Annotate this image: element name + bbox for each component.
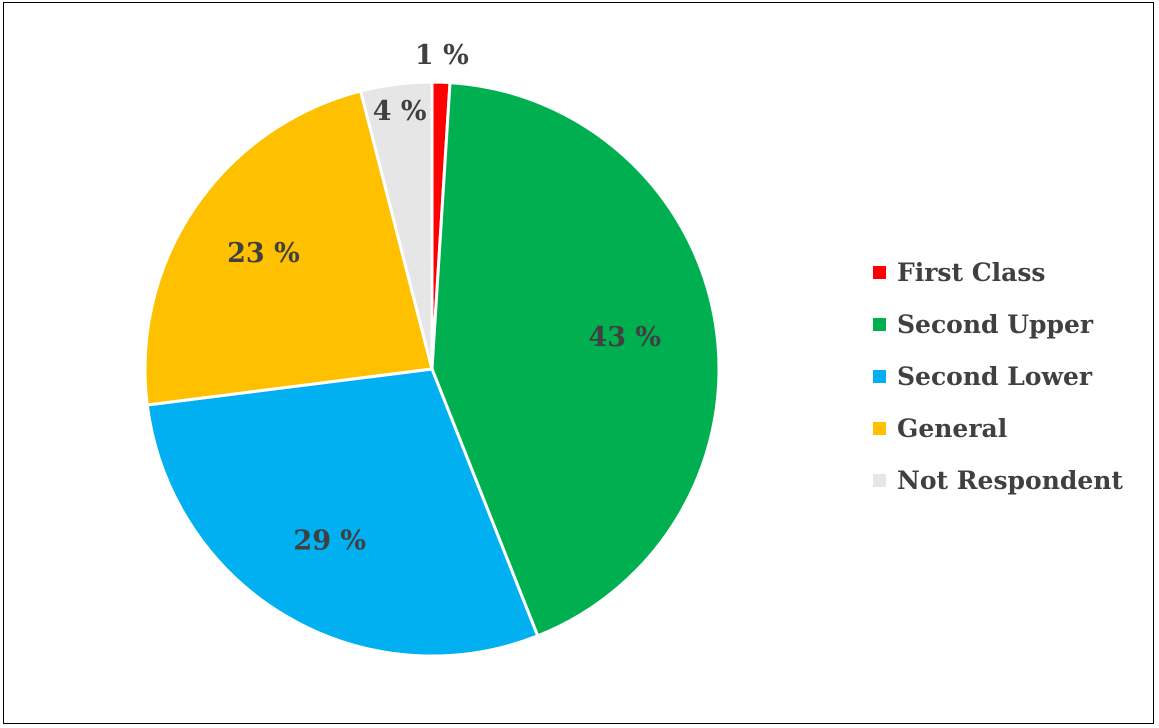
pie-slice-general [143,89,434,407]
data-label-general: 23 % [227,238,300,269]
pie-slice-second-upper [430,81,721,638]
pie-slices [143,80,721,658]
legend-item-general: General [873,402,1123,454]
data-label-not-respondent: 4 % [373,96,427,127]
legend-item-not-respondent: Not Respondent [873,454,1123,506]
legend-label: First Class [897,257,1046,287]
legend-label: Not Respondent [897,465,1123,495]
legend-item-second-upper: Second Upper [873,298,1123,350]
legend-label: Second Upper [897,309,1094,339]
legend-swatch [873,317,886,331]
legend-swatch [873,265,886,279]
pie-slice-second-lower [145,367,540,658]
legend-swatch [873,369,886,383]
data-label-first-class: 1 % [415,40,469,71]
pie-slice-not-respondent [359,80,434,371]
data-label-second-upper: 43 % [588,322,661,353]
pie-data-labels: 1 % 43 % 29 % 23 % 4 % [227,40,661,557]
legend: First Class Second Upper Second Lower Ge… [873,246,1123,506]
legend-label: Second Lower [897,361,1093,391]
legend-swatch [873,421,886,435]
legend-item-first-class: First Class [873,246,1123,298]
legend-swatch [873,473,886,487]
legend-label: General [897,413,1008,443]
data-label-second-lower: 29 % [293,525,366,556]
legend-item-second-lower: Second Lower [873,350,1123,402]
